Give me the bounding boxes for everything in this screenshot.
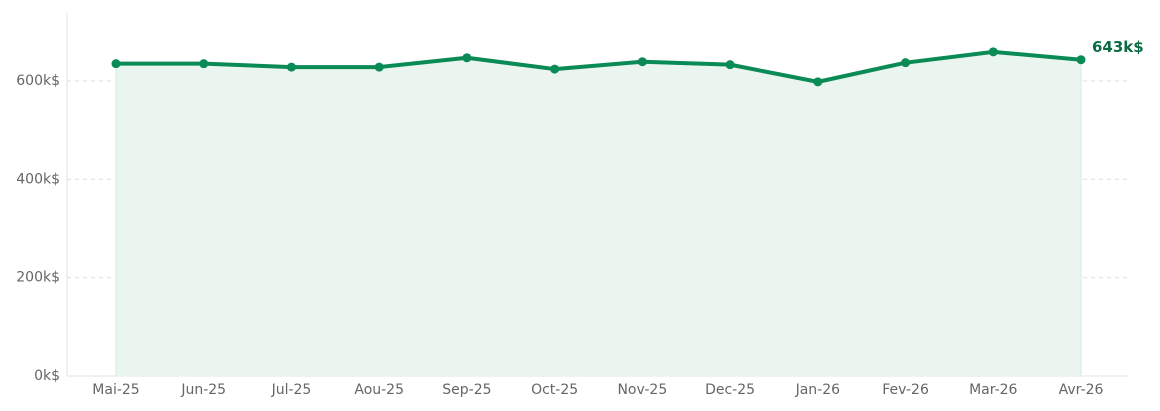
point [901, 58, 911, 68]
x-tick-label: Avr-26 [1059, 382, 1104, 398]
x-tick-label: Nov-25 [617, 382, 667, 398]
point [111, 59, 121, 69]
x-tick-label: Mar-26 [969, 382, 1017, 398]
point [462, 53, 472, 63]
y-tick-label: 200k$ [16, 270, 60, 286]
x-tick-label: Dec-25 [705, 382, 755, 398]
y-tick-label: 0k$ [34, 368, 60, 384]
x-tick-label: Oct-25 [531, 382, 578, 398]
x-tick-label: Sep-25 [442, 382, 491, 398]
point [813, 77, 823, 87]
point [1076, 55, 1086, 65]
point [725, 60, 735, 70]
y-tick-label: 400k$ [16, 171, 60, 187]
x-tick-label: Fev-26 [882, 382, 929, 398]
x-tick-label: Mai-25 [92, 382, 139, 398]
x-tick-label: Jan-26 [795, 382, 841, 398]
area [116, 51, 1081, 376]
x-tick-label: Jul-25 [271, 382, 312, 398]
point [286, 62, 296, 72]
value-label: 643k$ [1092, 38, 1144, 56]
point [637, 57, 647, 67]
point [550, 64, 560, 74]
point [199, 59, 209, 69]
point [374, 62, 384, 72]
y-tick-label: 600k$ [16, 73, 60, 89]
x-tick-label: Jun-25 [180, 382, 226, 398]
point [988, 47, 998, 57]
x-tick-label: Aou-25 [354, 382, 404, 398]
line [116, 49, 1082, 84]
